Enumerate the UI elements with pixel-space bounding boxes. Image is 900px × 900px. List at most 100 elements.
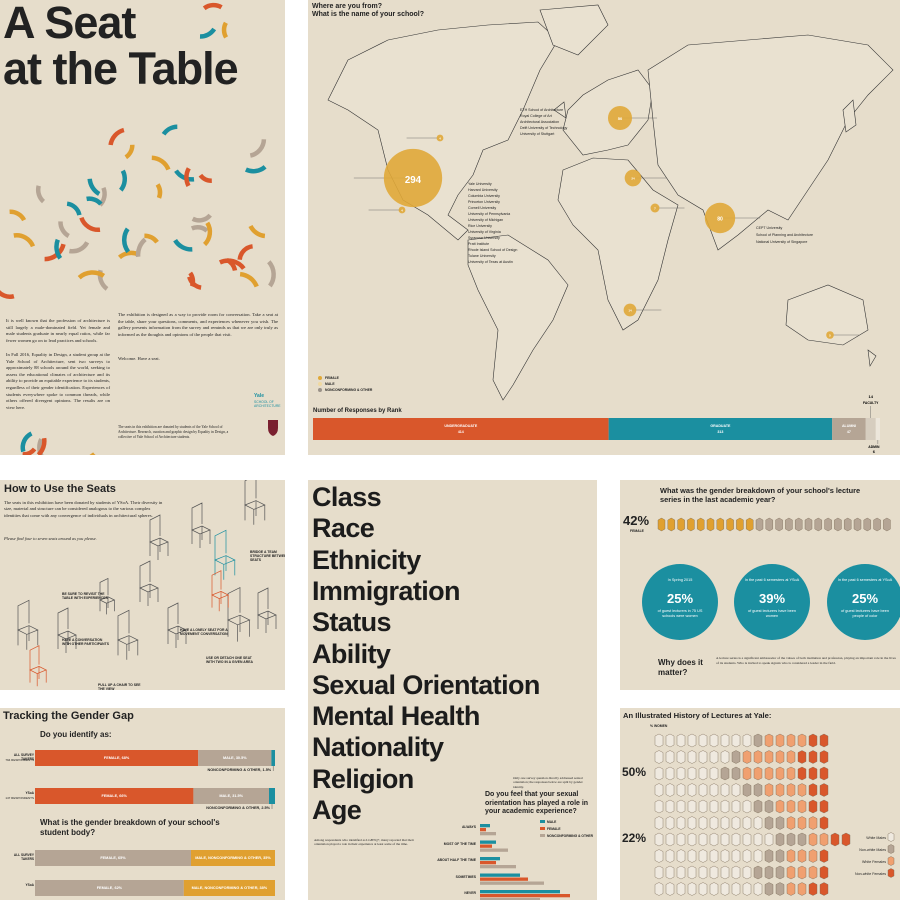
legend-label: Non-white Females (855, 872, 886, 876)
gender-gap-panel: Tracking the Gender Gap Do you identify a… (0, 708, 285, 900)
bar (480, 857, 500, 861)
lecturer-icon (709, 865, 719, 880)
lecturer-icon (775, 816, 785, 830)
decor-arc (237, 244, 254, 261)
lecturer-icon (731, 750, 741, 764)
school-name: Rice University (468, 224, 492, 228)
lecturer-icon (665, 783, 675, 797)
lecturer-icon (731, 799, 741, 814)
chair-sketch (191, 502, 211, 548)
lecturer-icon (808, 882, 818, 896)
lecturer-icon (731, 849, 741, 863)
legend-label: White Males (866, 836, 886, 840)
seat-instruction: BRIDGE A TEAM STRUCTURE BETWEEN TWO SEAT… (250, 550, 285, 563)
lecturer-icon (775, 849, 785, 863)
decor-arc (20, 431, 33, 453)
decor-arc (68, 241, 90, 254)
lecturer-icon (706, 517, 715, 532)
identity-word: Mental Health (312, 701, 480, 732)
lectures-title: What was the gender breakdown of your sc… (660, 486, 861, 504)
lecturer-icon (665, 799, 675, 814)
decor-arc (58, 221, 70, 238)
lecturer-icon (786, 816, 796, 830)
school-name: School of Planning and Architecture (756, 233, 813, 237)
lecturer-icon (786, 799, 796, 814)
lecturer-icon (753, 849, 763, 863)
credits: The seats in this exhibition are donated… (118, 425, 229, 439)
decor-arc (87, 178, 101, 196)
rank-value: 47 (847, 430, 851, 434)
lecturer-icon (764, 865, 774, 880)
lecturer-icon (819, 832, 829, 847)
bar (480, 832, 496, 836)
rank-label: GRADUATE (710, 424, 731, 428)
lecturer-icon (786, 733, 796, 748)
yale-title: An Illustrated History of Lectures at Ya… (623, 711, 772, 720)
bubble-label: 14 (628, 309, 632, 313)
lecturer-icon (731, 832, 741, 847)
fact-text: of guest lecturers have been women (748, 609, 796, 618)
bar (480, 824, 490, 828)
seats-title: How to Use the Seats (4, 483, 116, 495)
segment-label: MALE, 30.5% (222, 756, 247, 760)
lecturer-icon (736, 517, 744, 532)
seats-panel-graphics (17, 480, 277, 687)
school-name: ETH School of Architecture (520, 108, 564, 112)
lecturer-icon (698, 799, 708, 814)
seat-instruction: BE SURE TO REVISIT THE TABLE WITH EXPERI… (62, 592, 108, 601)
lecturer-icon (709, 799, 719, 814)
lecturer-icon (654, 865, 664, 880)
landmass (467, 234, 569, 401)
identity-word: Race (312, 513, 375, 544)
lecturer-icon (764, 816, 774, 830)
lecturer-icon (797, 882, 807, 896)
school-bubble (624, 169, 642, 187)
lecturer-icon (775, 733, 785, 748)
decor-arc (108, 127, 125, 146)
decor-arc (267, 260, 276, 288)
lecturer-icon (746, 517, 754, 532)
yale-panel: An Illustrated History of Lectures at Ya… (620, 708, 900, 900)
legend-swatch (887, 856, 895, 866)
bar (480, 898, 540, 900)
landmass (647, 34, 894, 251)
lecturer-icon (775, 882, 785, 896)
chair-sketch (227, 587, 251, 642)
lecturer-icon (676, 733, 686, 748)
school-name: University of Pennsylvania (468, 212, 511, 216)
lecturer-icon (808, 750, 818, 764)
lecturer-icon (764, 882, 774, 896)
lecturer-icon (775, 865, 785, 880)
identity-word: Ability (312, 638, 391, 669)
lecturer-icon (720, 816, 730, 830)
gap-segment (191, 850, 275, 866)
legend-label: NONCONFORMING & OTHER (547, 833, 593, 838)
school-name: Royal College of Art (520, 114, 552, 118)
lecturer-icon (753, 750, 763, 764)
bar (480, 877, 528, 881)
lecturer-icon (775, 766, 785, 781)
lecturer-icon (687, 799, 697, 814)
school-bubble (623, 303, 637, 317)
lecturer-icon (873, 517, 881, 532)
share-value: 42% (623, 513, 650, 528)
seats-note: Please find four to seven seats around a… (4, 536, 97, 541)
chair-sketch (167, 602, 187, 648)
school-bubble (398, 206, 406, 214)
landmass (867, 349, 877, 367)
segment-label: NONCONFORMING & OTHER, 1.5% (207, 768, 272, 772)
legend-swatch (318, 382, 322, 386)
school-name: Cornell University (468, 206, 497, 210)
lecturer-icon (676, 865, 686, 880)
fact-lead: In the past 6 semesters at YSoA (744, 578, 800, 582)
lecturer-icon (775, 799, 785, 814)
category-label: ALWAYS (461, 825, 476, 829)
fact-text: of guest lecturers in 75 US schools were… (657, 609, 703, 618)
lecturer-icon (830, 832, 840, 847)
decor-arc (155, 183, 163, 199)
bubble-label: 4 (439, 137, 441, 141)
landmass (327, 21, 559, 241)
legend-label: MALE (325, 382, 335, 386)
lecturer-icon (687, 733, 697, 748)
lecturer-icon (654, 849, 664, 863)
